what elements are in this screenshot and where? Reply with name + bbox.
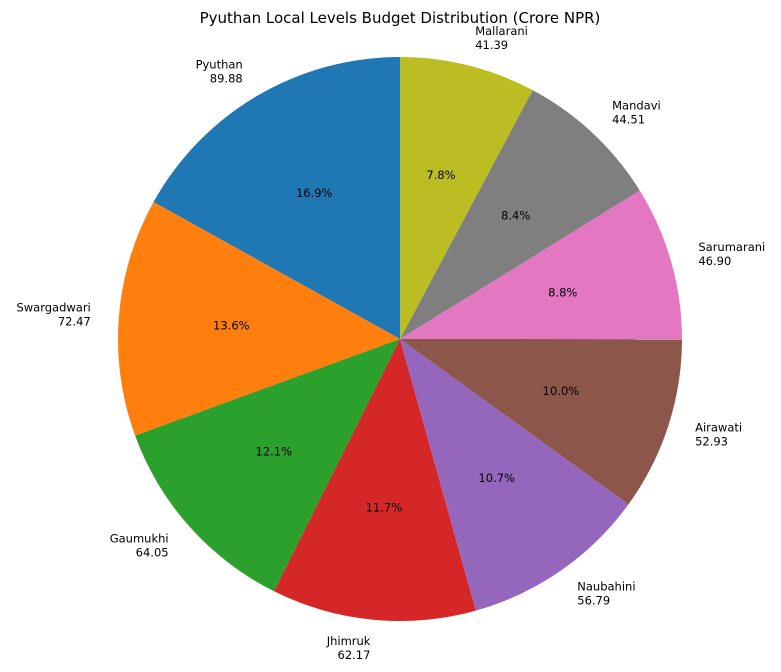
pie-percent-label-airawati: 10.0% — [543, 384, 580, 398]
pie-slice-jhimruk — [274, 339, 476, 621]
pie-slices — [117, 57, 682, 621]
pie-label-mandavi: Mandavi 44.51 — [612, 99, 661, 127]
chart-title: Pyuthan Local Levels Budget Distribution… — [200, 9, 601, 27]
pie-percent-label-jhimruk: 11.7% — [366, 500, 403, 514]
pie-percent-label-sarumarani: 8.8% — [548, 286, 577, 300]
pie-slice-airawati — [400, 339, 682, 505]
pie-slice-gaumukhi — [135, 339, 400, 592]
pie-label-jhimruk: Jhimruk 62.17 — [326, 634, 371, 662]
pie-slice-mallarani — [400, 57, 533, 339]
pie-slice-pyuthan — [153, 57, 400, 339]
pie-percent-label-swargadwari: 13.6% — [213, 319, 250, 333]
pie-label-swargadwari: Swargadwari 72.47 — [16, 301, 90, 329]
pie-label-pyuthan: Pyuthan 89.88 — [196, 58, 243, 86]
pie-label-airawati: Airawati 52.93 — [695, 421, 742, 449]
pie-slice-mandavi — [400, 90, 640, 339]
pie-percent-label-naubahini: 10.7% — [478, 471, 515, 485]
pie-label-sarumarani: Sarumarani 46.90 — [698, 240, 765, 268]
pie-labels: 16.9% Pyuthan 89.88 13.6% Swargadwari 72.47 12… — [16, 24, 765, 662]
pie-percent-label-mallarani: 7.8% — [426, 168, 455, 182]
pie-label-naubahini: Naubahini 56.79 — [577, 580, 635, 608]
pie-percent-label-gaumukhi: 12.1% — [256, 445, 293, 459]
pie-slice-naubahini — [400, 339, 629, 611]
pie-percent-label-pyuthan: 16.9% — [296, 186, 333, 200]
pie-slice-swargadwari — [117, 201, 400, 436]
pie-label-gaumukhi: Gaumukhi 64.05 — [110, 532, 169, 560]
pie-label-mallarani: Mallarani 41.39 — [475, 24, 528, 52]
pie-slice-sarumarani — [400, 190, 682, 340]
pie-percent-label-mandavi: 8.4% — [501, 209, 530, 223]
